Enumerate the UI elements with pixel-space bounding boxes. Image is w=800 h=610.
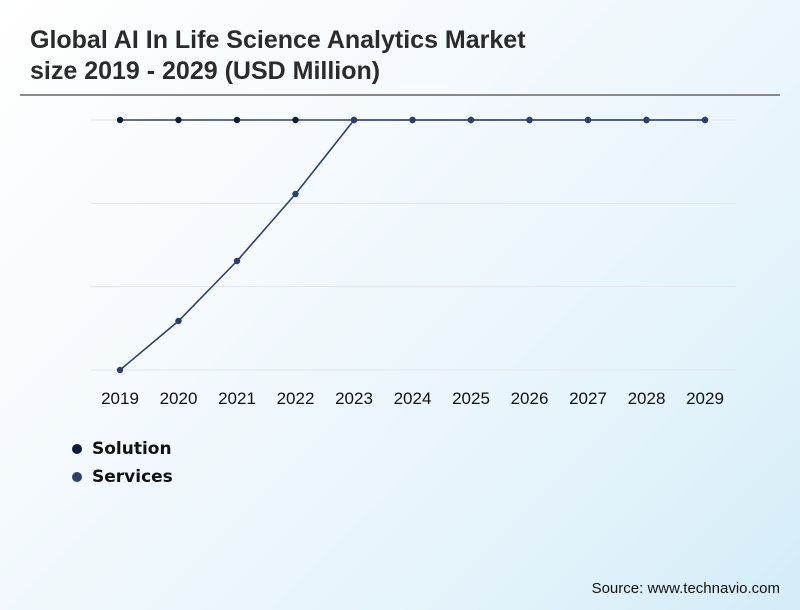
x-tick-label: 2019	[101, 389, 139, 408]
x-tick-label: 2023	[335, 389, 373, 408]
chart-legend: Solution Services	[72, 435, 173, 491]
data-point-services	[292, 190, 299, 198]
legend-item-solution: Solution	[72, 435, 173, 463]
title-divider	[20, 94, 780, 96]
x-tick-label: 2025	[452, 389, 490, 408]
x-tick-label: 2020	[160, 389, 198, 408]
x-tick-label: 2021	[218, 389, 256, 408]
x-tick-label: 2022	[277, 389, 315, 408]
legend-marker-solution	[72, 444, 82, 454]
series-line-services	[119, 119, 705, 371]
data-point-solution	[175, 116, 182, 124]
x-tick-label: 2026	[511, 389, 549, 408]
legend-marker-services	[72, 472, 82, 482]
data-point-services	[175, 317, 182, 325]
chart-title-line-2: size 2019 - 2029 (USD Million)	[30, 57, 381, 85]
data-point-services	[233, 257, 241, 265]
legend-label-services: Services	[92, 467, 173, 487]
legend-item-services: Services	[72, 463, 173, 491]
data-point-solution	[292, 116, 299, 124]
data-point-services	[526, 116, 533, 124]
x-tick-label: 2028	[628, 389, 666, 408]
x-tick-label: 2029	[686, 389, 724, 408]
chart-title: Global AI In Life Science Analytics Mark…	[30, 25, 650, 87]
x-tick-label: 2024	[394, 389, 432, 408]
chart-title-line-1: Global AI In Life Science Analytics Mark…	[30, 26, 526, 54]
data-point-services	[409, 116, 416, 124]
data-point-services	[584, 116, 592, 124]
data-point-services	[116, 366, 124, 374]
data-point-services	[350, 116, 358, 124]
data-point-services	[701, 116, 709, 124]
source-note: Source: www.technavio.com	[591, 580, 780, 597]
data-point-solution	[233, 116, 241, 124]
legend-label-solution: Solution	[92, 439, 172, 459]
data-point-services	[467, 116, 475, 124]
data-point-solution	[116, 116, 124, 124]
x-tick-label: 2027	[569, 389, 607, 408]
data-point-services	[643, 116, 650, 124]
